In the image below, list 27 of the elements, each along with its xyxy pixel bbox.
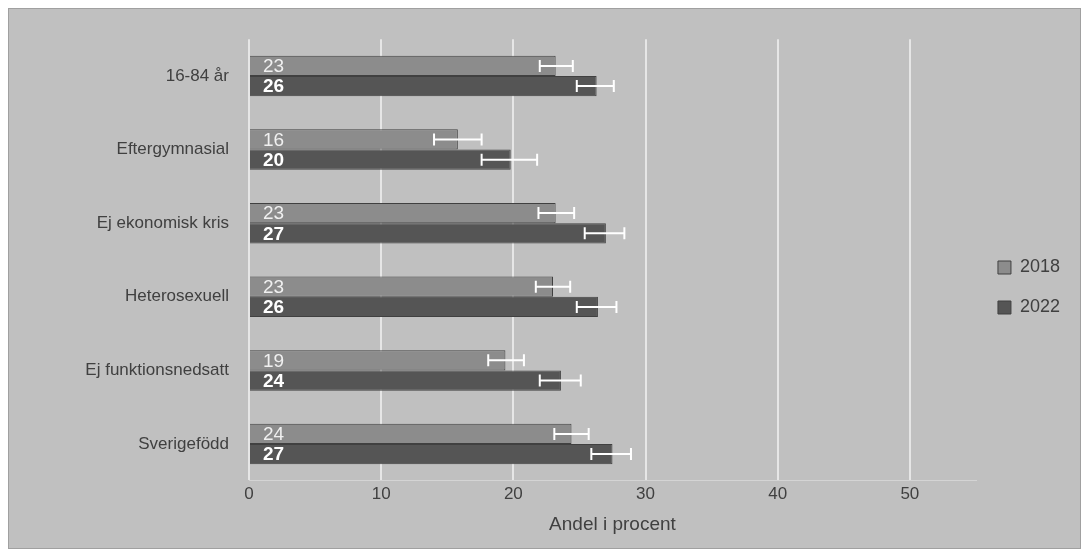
y-tick-label: Heterosexuell: [125, 286, 229, 306]
data-label: 19: [263, 349, 285, 371]
data-label: 20: [263, 148, 285, 170]
y-tick-label: Sverigefödd: [138, 433, 229, 453]
legend-label: 2022: [1019, 296, 1060, 317]
data-label: 27: [263, 222, 285, 244]
x-tick-label: 0: [244, 483, 254, 503]
data-label: 27: [263, 443, 285, 465]
data-label: 26: [263, 296, 285, 318]
x-tick-label: 50: [900, 483, 920, 503]
data-label: 26: [263, 75, 285, 97]
x-tick-label: 30: [636, 483, 655, 503]
data-label: 23: [263, 202, 285, 224]
data-label: 16: [263, 128, 285, 150]
x-tick-label: 40: [768, 483, 788, 503]
data-label: 23: [263, 275, 285, 297]
legend-label: 2018: [1019, 256, 1060, 277]
x-tick-label: 10: [371, 483, 391, 503]
y-tick-label: Eftergymnasial: [116, 139, 229, 159]
y-tick-label: Ej funktionsnedsatt: [85, 360, 230, 380]
data-label: 23: [263, 55, 285, 77]
x-tick-label: 20: [503, 483, 523, 503]
x-axis-title: Andel i procent: [549, 512, 677, 534]
y-tick-label: Ej ekonomisk kris: [96, 212, 229, 232]
y-tick-label: 16-84 år: [165, 65, 230, 85]
data-label: 24: [263, 423, 285, 445]
data-label: 24: [263, 369, 285, 391]
